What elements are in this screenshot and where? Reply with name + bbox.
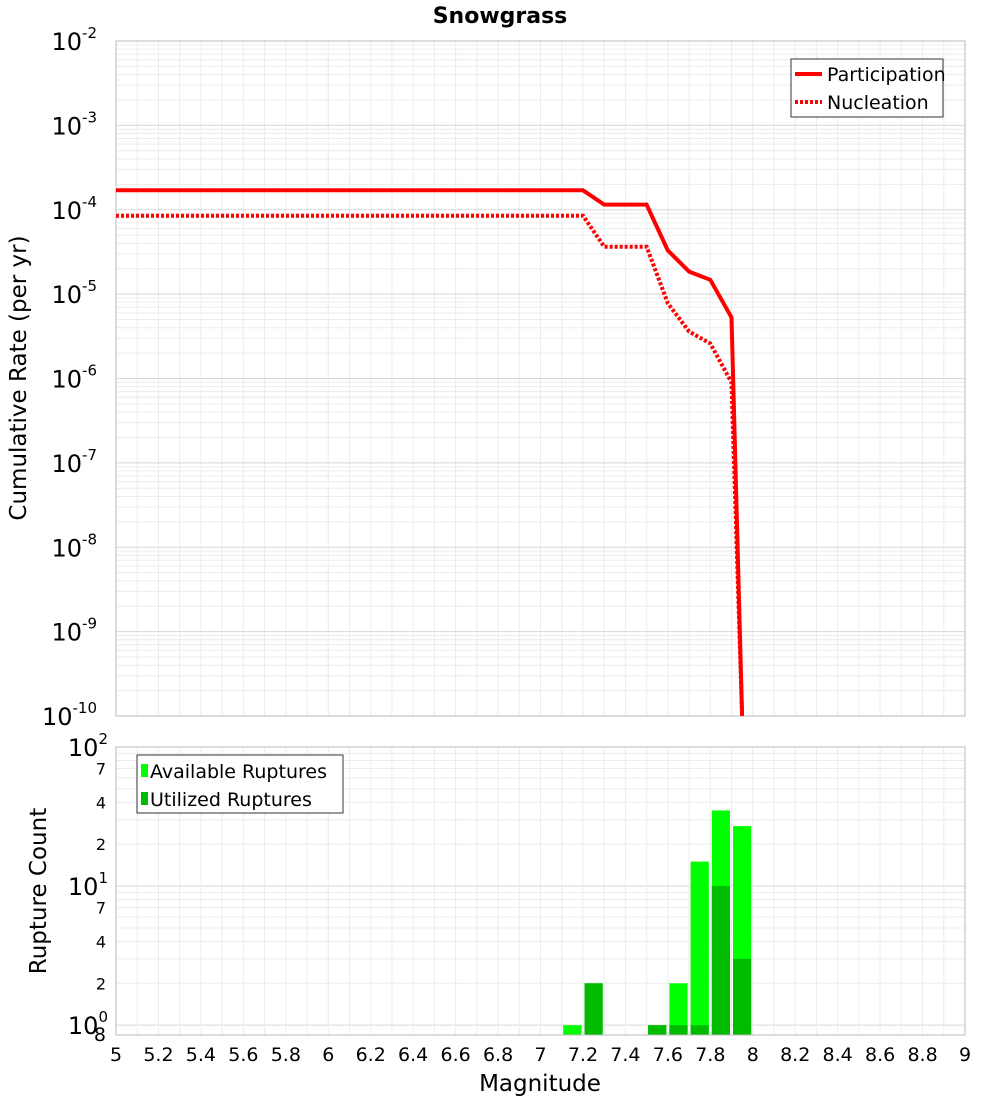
rate-plot-panel: 10-2 10-3 10-4 10-5 10-6 10-7 10-8 10-9 10-10 Sno… [6, 4, 966, 731]
bar-utilized [733, 958, 752, 1035]
y-minor-tick-label: 7 [96, 899, 106, 918]
legend: Participation Nucleation [790, 58, 946, 118]
legend-box [790, 58, 944, 118]
x-tick-label: 7.6 [653, 1044, 683, 1066]
x-tick-label: 6.8 [483, 1044, 513, 1066]
legend-label: Available Ruptures [150, 761, 327, 783]
y-tick-label: 10-6 [51, 362, 97, 394]
y-tick-label: 10-7 [51, 446, 97, 478]
x-axis-title: Magnitude [479, 1071, 601, 1097]
bar-utilized [584, 983, 603, 1035]
x-tick-label: 5.2 [143, 1044, 173, 1066]
x-tick-label: 7.2 [568, 1044, 598, 1066]
legend: Available Ruptures Utilized Ruptures [136, 754, 344, 814]
x-tick-label: 5 [110, 1044, 122, 1066]
legend-swatch-utilized [141, 792, 148, 805]
y-axis-title: Rupture Count [26, 808, 52, 974]
x-tick-label: 5.4 [186, 1044, 216, 1066]
bar-utilized [648, 1025, 667, 1035]
x-tick-label: 7.4 [610, 1044, 640, 1066]
y-tick-label: 101 [68, 869, 108, 901]
bar-utilized [690, 1025, 709, 1035]
y-minor-tick-label: 7 [96, 760, 106, 779]
y-tick-label: 10-9 [51, 615, 97, 647]
y-bottom-tick-label: 8 [94, 1024, 106, 1046]
x-tick-label: 6.2 [356, 1044, 386, 1066]
y-tick-label: 10-5 [51, 277, 97, 309]
plot-border [115, 746, 966, 1036]
legend-label: Participation [827, 64, 946, 86]
y-tick-label: 10-8 [51, 530, 97, 562]
y-axis-title: Cumulative Rate (per yr) [6, 235, 32, 520]
x-tick-label: 5.6 [228, 1044, 258, 1066]
y-minor-tick-label: 4 [96, 793, 106, 812]
y-tick-label: 10-4 [51, 193, 97, 225]
y-minor-tick-label: 4 [96, 932, 106, 951]
y-tick-label: 10-3 [51, 108, 97, 140]
bar-available [563, 1025, 582, 1035]
y-minor-tick-label: 2 [96, 835, 106, 854]
plot-border [115, 40, 966, 717]
y-minor-tick-label: 2 [96, 974, 106, 993]
legend-label: Utilized Ruptures [150, 789, 312, 811]
bar-utilized [711, 886, 730, 1035]
x-tick-label: 6 [322, 1044, 334, 1066]
series-line-participation [116, 188, 745, 717]
x-tick-label: 9 [959, 1044, 971, 1066]
bar-available [669, 983, 688, 1035]
x-tick-label: 7 [534, 1044, 546, 1066]
bar-utilized [669, 1025, 688, 1035]
y-tick-label: 10-2 [51, 24, 97, 56]
x-tick-label: 8 [747, 1044, 759, 1066]
x-tick-label: 6.4 [398, 1044, 428, 1066]
x-tick-label: 8.4 [823, 1044, 853, 1066]
y-tick-label: 10-10 [42, 699, 97, 731]
y-tick-label: 100 [68, 1008, 108, 1040]
chart-title: Snowgrass [433, 4, 568, 29]
x-tick-label: 6.6 [440, 1044, 470, 1066]
x-tick-label: 8.2 [780, 1044, 810, 1066]
bar-available [690, 861, 709, 1035]
x-tick-label: 5.8 [271, 1044, 301, 1066]
legend-swatch-available [141, 764, 148, 777]
legend-box [136, 754, 344, 814]
x-tick-label: 7.8 [695, 1044, 725, 1066]
series-line-nucleation [116, 213, 745, 717]
x-tick-label: 8.8 [907, 1044, 937, 1066]
x-tick-label: 8.6 [865, 1044, 895, 1066]
legend-label: Nucleation [827, 92, 929, 114]
y-tick-label: 102 [68, 730, 108, 762]
